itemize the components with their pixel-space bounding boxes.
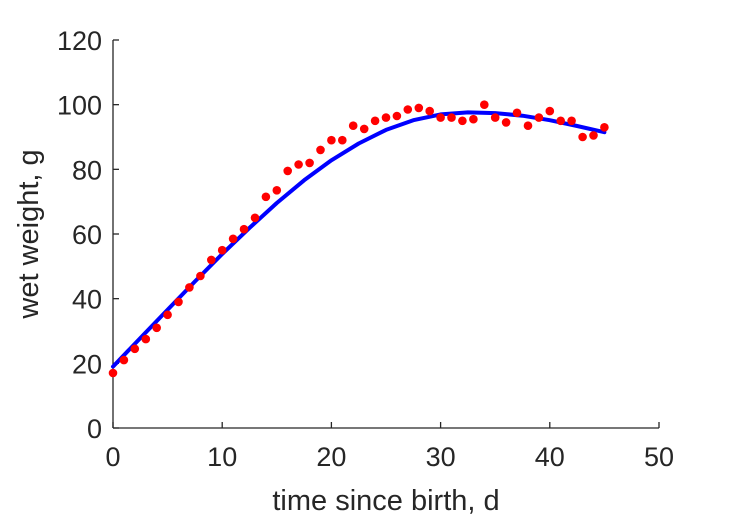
data-point bbox=[294, 160, 303, 169]
data-point bbox=[239, 224, 249, 234]
data-point bbox=[207, 255, 216, 265]
data-point bbox=[490, 113, 500, 122]
data-point bbox=[556, 116, 565, 126]
x-tick-label: 10 bbox=[207, 442, 237, 472]
data-point bbox=[469, 114, 478, 124]
y-tick-label: 80 bbox=[72, 155, 102, 185]
axes: 0 10 20 30 40 50 0 20 40 60 80 100 120 bbox=[57, 26, 674, 472]
y-tick-label: 40 bbox=[72, 285, 102, 315]
data-point bbox=[414, 103, 424, 113]
data-point bbox=[130, 344, 140, 354]
x-tick-label: 0 bbox=[105, 442, 120, 472]
y-tick-label: 0 bbox=[87, 414, 102, 444]
data-point bbox=[283, 166, 293, 176]
data-point bbox=[436, 113, 445, 122]
data-point bbox=[152, 323, 161, 333]
data-point bbox=[163, 310, 172, 320]
data-point bbox=[316, 145, 325, 155]
plot-area bbox=[108, 100, 609, 378]
fit-curve bbox=[111, 110, 607, 369]
data-point bbox=[578, 132, 587, 142]
data-point bbox=[523, 121, 533, 130]
data-point bbox=[272, 186, 282, 195]
data-point bbox=[381, 113, 391, 122]
data-point bbox=[108, 368, 118, 378]
data-point bbox=[480, 100, 489, 109]
data-point bbox=[217, 245, 227, 255]
data-point bbox=[370, 116, 380, 126]
x-tick-label: 20 bbox=[316, 442, 346, 472]
y-tick-label: 60 bbox=[72, 220, 102, 250]
data-point bbox=[338, 135, 347, 145]
data-point bbox=[261, 192, 271, 202]
data-point bbox=[589, 131, 598, 140]
x-tick-label: 50 bbox=[644, 442, 674, 472]
data-point bbox=[512, 108, 522, 118]
data-point bbox=[567, 116, 576, 126]
data-point bbox=[447, 113, 456, 122]
data-point bbox=[359, 124, 369, 134]
y-tick-label: 100 bbox=[57, 91, 102, 121]
data-point bbox=[305, 158, 314, 168]
data-point bbox=[185, 283, 194, 292]
data-point bbox=[228, 234, 238, 244]
data-point bbox=[545, 106, 555, 116]
data-point bbox=[458, 116, 467, 126]
data-point bbox=[141, 334, 151, 344]
y-tick-label: 20 bbox=[72, 349, 102, 379]
data-point bbox=[534, 113, 544, 122]
data-point bbox=[119, 355, 129, 365]
data-point bbox=[425, 106, 435, 116]
data-point bbox=[327, 135, 336, 145]
data-point bbox=[250, 213, 260, 223]
x-tick-label: 40 bbox=[535, 442, 565, 472]
data-point bbox=[600, 123, 609, 132]
data-point bbox=[403, 105, 413, 114]
y-axis-label: wet weight, g bbox=[13, 149, 45, 319]
data-point bbox=[174, 297, 183, 307]
data-point bbox=[392, 111, 402, 121]
data-point bbox=[348, 121, 358, 130]
data-point bbox=[196, 271, 205, 281]
x-axis-label: time since birth, d bbox=[272, 485, 499, 517]
x-tick-label: 30 bbox=[426, 442, 456, 472]
y-tick-label: 120 bbox=[57, 26, 102, 56]
data-point bbox=[501, 118, 511, 127]
